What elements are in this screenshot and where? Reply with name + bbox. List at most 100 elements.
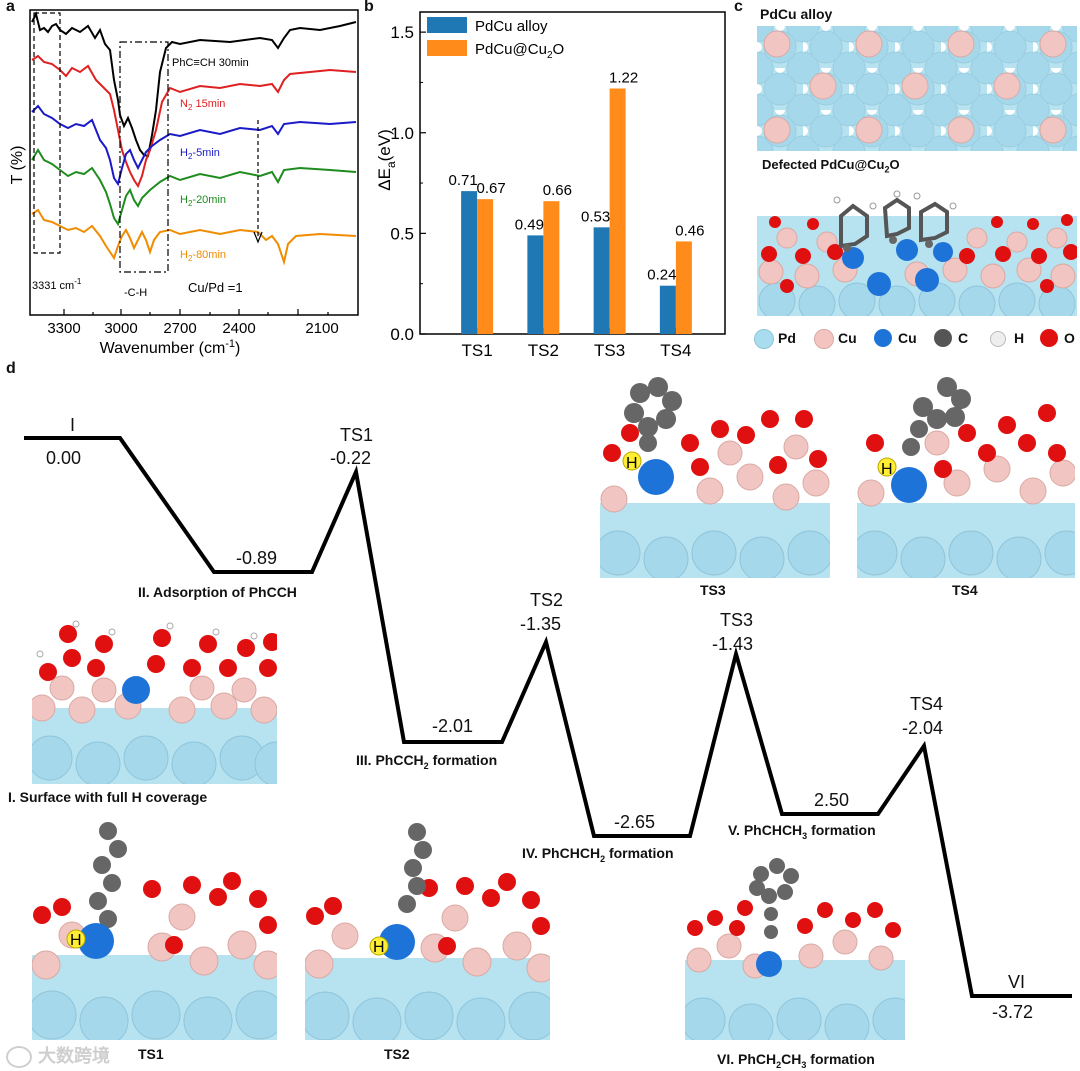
bar bbox=[593, 227, 610, 334]
h-atom-highlight-icon bbox=[66, 929, 86, 949]
state-value-i: 0.00 bbox=[46, 448, 82, 468]
legend-swatch-pdcu-cu2o bbox=[427, 40, 467, 56]
defected-title: Defected PdCu@Cu2O bbox=[762, 157, 900, 175]
bar-chart-frame bbox=[419, 11, 726, 335]
state-caption-v: V. PhCHCH3 formation bbox=[728, 822, 876, 841]
bar-value-label: 0.71 bbox=[449, 172, 478, 189]
bar-y-tick-label: 0.5 bbox=[390, 224, 414, 243]
c-atom-icon bbox=[934, 329, 952, 347]
cu-site-icon bbox=[78, 923, 114, 959]
ftir-x-axis-label: Wavenumber (cm-1) bbox=[100, 338, 241, 357]
ts2-structure: H bbox=[305, 823, 550, 1040]
spectrum-orange bbox=[31, 208, 357, 266]
bar-value-label: 0.53 bbox=[581, 208, 610, 225]
ftir-tick-label: 3000 bbox=[104, 320, 137, 337]
h-atom-highlight-icon bbox=[622, 451, 642, 471]
legend-label-pdcu: PdCu alloy bbox=[475, 18, 548, 35]
spectrum-red bbox=[31, 54, 357, 189]
state-value-ii: -0.89 bbox=[236, 548, 278, 568]
spectrum-label-blue: H2-5min bbox=[180, 147, 220, 161]
cu-atom-icon bbox=[814, 329, 834, 349]
spectrum-green bbox=[31, 148, 357, 227]
state-label-ts3: TS3 bbox=[720, 610, 754, 630]
legend-label: C bbox=[958, 330, 969, 346]
ts1-structure: H bbox=[32, 822, 277, 1040]
bar bbox=[477, 199, 494, 334]
bar-value-label: 0.46 bbox=[675, 222, 704, 239]
bar-value-label: 0.67 bbox=[477, 180, 506, 197]
defected-structure bbox=[757, 190, 1077, 316]
vi-caption: VI. PhCH2CH3 formation bbox=[717, 1051, 875, 1070]
legend-label: Pd bbox=[778, 330, 796, 346]
cu-site-icon bbox=[891, 467, 927, 503]
ts2-caption: TS2 bbox=[384, 1046, 410, 1062]
legend-label: H bbox=[1014, 330, 1025, 346]
spectrum-label-orange: H2-80min bbox=[180, 249, 226, 263]
state-caption-iv: IV. PhCHCH2 formation bbox=[522, 845, 674, 864]
bar-y-tick-label: 0.0 bbox=[390, 325, 414, 344]
bar-value-label: 1.22 bbox=[609, 69, 638, 86]
ftir-y-axis-label: T (%) bbox=[9, 146, 26, 185]
activation-energy-chart: 0.0 0.5 1.0 1.5 TS1 0.710.67 TS2 0.49 0.66 TS3 0.… bbox=[375, 11, 726, 360]
state-value-ts3: -1.43 bbox=[712, 634, 754, 654]
state-value-iv: -2.65 bbox=[614, 812, 656, 832]
state-caption-ii: II. Adsorption of PhCCH bbox=[138, 584, 297, 600]
ts1-caption: TS1 bbox=[138, 1046, 164, 1062]
bar-value-label: 0.66 bbox=[543, 182, 572, 199]
panel-c-letter: c bbox=[734, 0, 743, 15]
state-value-ts4: -2.04 bbox=[902, 718, 944, 738]
spectrum-label-red: N2 15min bbox=[180, 98, 225, 112]
ts4-structure: H bbox=[857, 377, 1075, 578]
ftir-highlight-box-ch bbox=[119, 41, 169, 273]
legend-label: O bbox=[1064, 330, 1075, 346]
atom-legend: Pd Cu Cu C H O bbox=[752, 327, 1080, 351]
box-3331-label: 3331 cm-1 bbox=[32, 277, 82, 292]
h-atom-highlight-icon bbox=[877, 457, 897, 477]
cu-dark-atom-icon bbox=[874, 329, 892, 347]
spectrum-blue bbox=[31, 104, 357, 187]
bar bbox=[527, 235, 544, 334]
energy-profile bbox=[24, 436, 1072, 998]
legend-label-pdcu-cu2o: PdCu@Cu2O bbox=[475, 41, 564, 61]
spectrum-black bbox=[31, 11, 357, 158]
bar-category-label: TS1 bbox=[462, 341, 493, 360]
box-ch-label: -C-H bbox=[124, 287, 147, 299]
watermark-logo-icon bbox=[6, 1046, 32, 1069]
h-atom-label: H bbox=[626, 455, 638, 472]
bar bbox=[543, 201, 560, 334]
arrow-down-icon bbox=[253, 231, 263, 244]
state-label-ts1: TS1 bbox=[340, 425, 374, 445]
state-caption-iii: III. PhCCH2 formation bbox=[356, 752, 498, 771]
legend-swatch-pdcu bbox=[427, 17, 467, 33]
bar bbox=[461, 191, 478, 334]
h-atom-label: H bbox=[881, 461, 893, 478]
panel-b-letter: b bbox=[364, 0, 374, 15]
ftir-x-ticks bbox=[63, 309, 329, 315]
pdcu-alloy-structure bbox=[757, 26, 1077, 151]
cu-site-icon bbox=[379, 924, 415, 960]
ftir-tick-label: 3300 bbox=[47, 320, 80, 337]
h-atom-label: H bbox=[70, 932, 82, 949]
ftir-frame bbox=[29, 9, 359, 316]
state-value-ts2: -1.35 bbox=[520, 614, 562, 634]
bar bbox=[659, 285, 676, 334]
ts4-caption: TS4 bbox=[952, 582, 978, 598]
h-atom-highlight-icon bbox=[369, 936, 389, 956]
bar-value-label: 0.24 bbox=[647, 267, 676, 284]
state-value-v: 2.50 bbox=[814, 790, 850, 810]
state-value-vi: -3.72 bbox=[992, 1002, 1034, 1022]
vi-structure bbox=[685, 858, 905, 1040]
legend-label: Cu bbox=[898, 330, 917, 346]
state-label-i: I bbox=[70, 415, 76, 435]
bar bbox=[609, 88, 626, 334]
ftir-panel: 3300 3000 2700 2400 2100 Wavenumber (cm-… bbox=[9, 9, 359, 357]
ftir-highlight-box-3331 bbox=[33, 12, 61, 254]
pdcu-alloy-title: PdCu alloy bbox=[760, 6, 833, 22]
cu-site-icon bbox=[638, 459, 674, 495]
h-atom-label: H bbox=[373, 939, 385, 956]
surface-full-h-structure bbox=[32, 620, 277, 784]
state-label-vi: VI bbox=[1008, 972, 1026, 992]
state-value-iii: -2.01 bbox=[432, 716, 474, 736]
spectrum-label-black: PhC≡CH 30min bbox=[172, 57, 249, 69]
bar-y-tick-label: 1.5 bbox=[390, 23, 414, 42]
